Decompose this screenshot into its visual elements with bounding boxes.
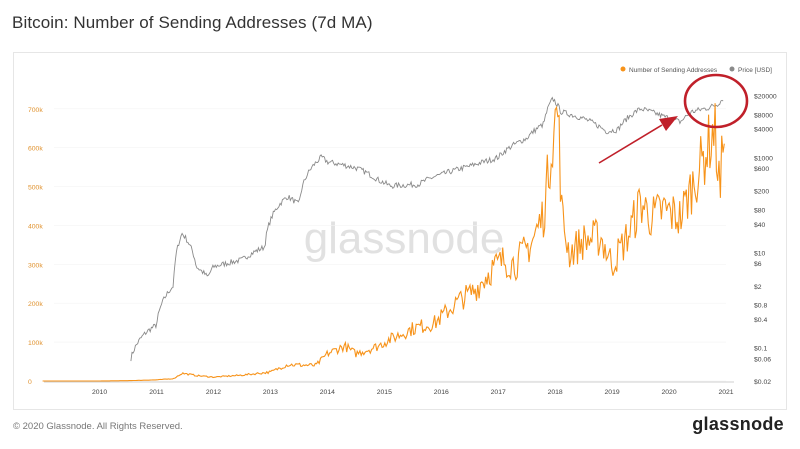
right-tick-label: $6 — [754, 261, 762, 268]
right-tick-label: $80 — [754, 208, 766, 215]
annotation-arrow — [598, 124, 663, 164]
chart-title: Bitcoin: Number of Sending Addresses (7d… — [12, 13, 373, 32]
legend-price-label: Price [USD] — [738, 67, 772, 74]
right-tick-label: $1000 — [754, 155, 773, 162]
x-tick-label: 2020 — [661, 389, 676, 396]
price-line — [130, 96, 724, 362]
x-tick-label: 2016 — [434, 389, 449, 396]
left-tick-label: 700k — [28, 107, 43, 114]
watermark: glassnode — [304, 214, 505, 263]
right-tick-label: $600 — [754, 166, 769, 173]
x-tick-label: 2019 — [605, 389, 620, 396]
left-tick-label: 0 — [28, 379, 32, 386]
right-tick-label: $200 — [754, 189, 769, 196]
left-tick-label: 100k — [28, 340, 43, 347]
x-tick-label: 2015 — [377, 389, 392, 396]
right-tick-label: $4000 — [754, 127, 773, 134]
x-tick-label: 2017 — [491, 389, 506, 396]
right-tick-label: $0.4 — [754, 317, 767, 324]
x-tick-label: 2011 — [149, 389, 164, 396]
x-tick-label: 2014 — [320, 389, 335, 396]
x-tick-label: 2013 — [263, 389, 278, 396]
right-tick-label: $0.02 — [754, 379, 771, 386]
x-tick-label: 2021 — [718, 389, 733, 396]
left-axis: 0 100k 200k 300k 400k 500k 600k 700k — [28, 107, 43, 386]
left-tick-label: 500k — [28, 185, 43, 192]
addresses-line — [42, 103, 725, 382]
right-tick-label: $40 — [754, 222, 766, 229]
x-axis: 2010 2011 2012 2013 2014 2015 2016 2017 2018 2019… — [44, 381, 734, 396]
x-tick-label: 2012 — [206, 389, 221, 396]
left-tick-label: 600k — [28, 146, 43, 153]
x-tick-label: 2010 — [92, 389, 107, 396]
right-tick-label: $0.06 — [754, 356, 771, 363]
left-tick-label: 200k — [28, 301, 43, 308]
right-tick-label: $8000 — [754, 112, 773, 119]
left-tick-label: 300k — [28, 262, 43, 269]
footer-copyright: © 2020 Glassnode. All Rights Reserved. — [13, 421, 183, 432]
right-tick-label: $0.1 — [754, 346, 767, 353]
legend-addresses-label: Number of Sending Addresses — [629, 67, 718, 74]
chart-svg: glassnode 0100k200k300k400k500k600k700k … — [28, 66, 777, 396]
right-tick-label: $20000 — [754, 93, 777, 100]
right-axis: $20000 $8000 $4000 $1000 $600 $200 $80 $40 $10 $6… — [754, 93, 777, 386]
annotation-arrow-head — [659, 116, 678, 131]
annotation-circle — [683, 73, 749, 129]
legend-addresses-dot — [620, 66, 626, 72]
right-tick-label: $10 — [754, 250, 766, 257]
chart-panel: glassnode 0 100k 200k 300k 400k 500k 600k 700k … — [13, 52, 787, 410]
right-tick-label: $0.8 — [754, 303, 767, 310]
left-tick-label: 400k — [28, 223, 43, 230]
x-tick-label: 2018 — [548, 389, 563, 396]
footer-logo: glassnode — [692, 414, 784, 434]
legend-price-dot — [729, 66, 735, 72]
legend[interactable]: Number of Sending Addresses Price [USD] — [620, 66, 773, 75]
gridlines — [54, 108, 726, 382]
right-tick-label: $2 — [754, 284, 762, 291]
